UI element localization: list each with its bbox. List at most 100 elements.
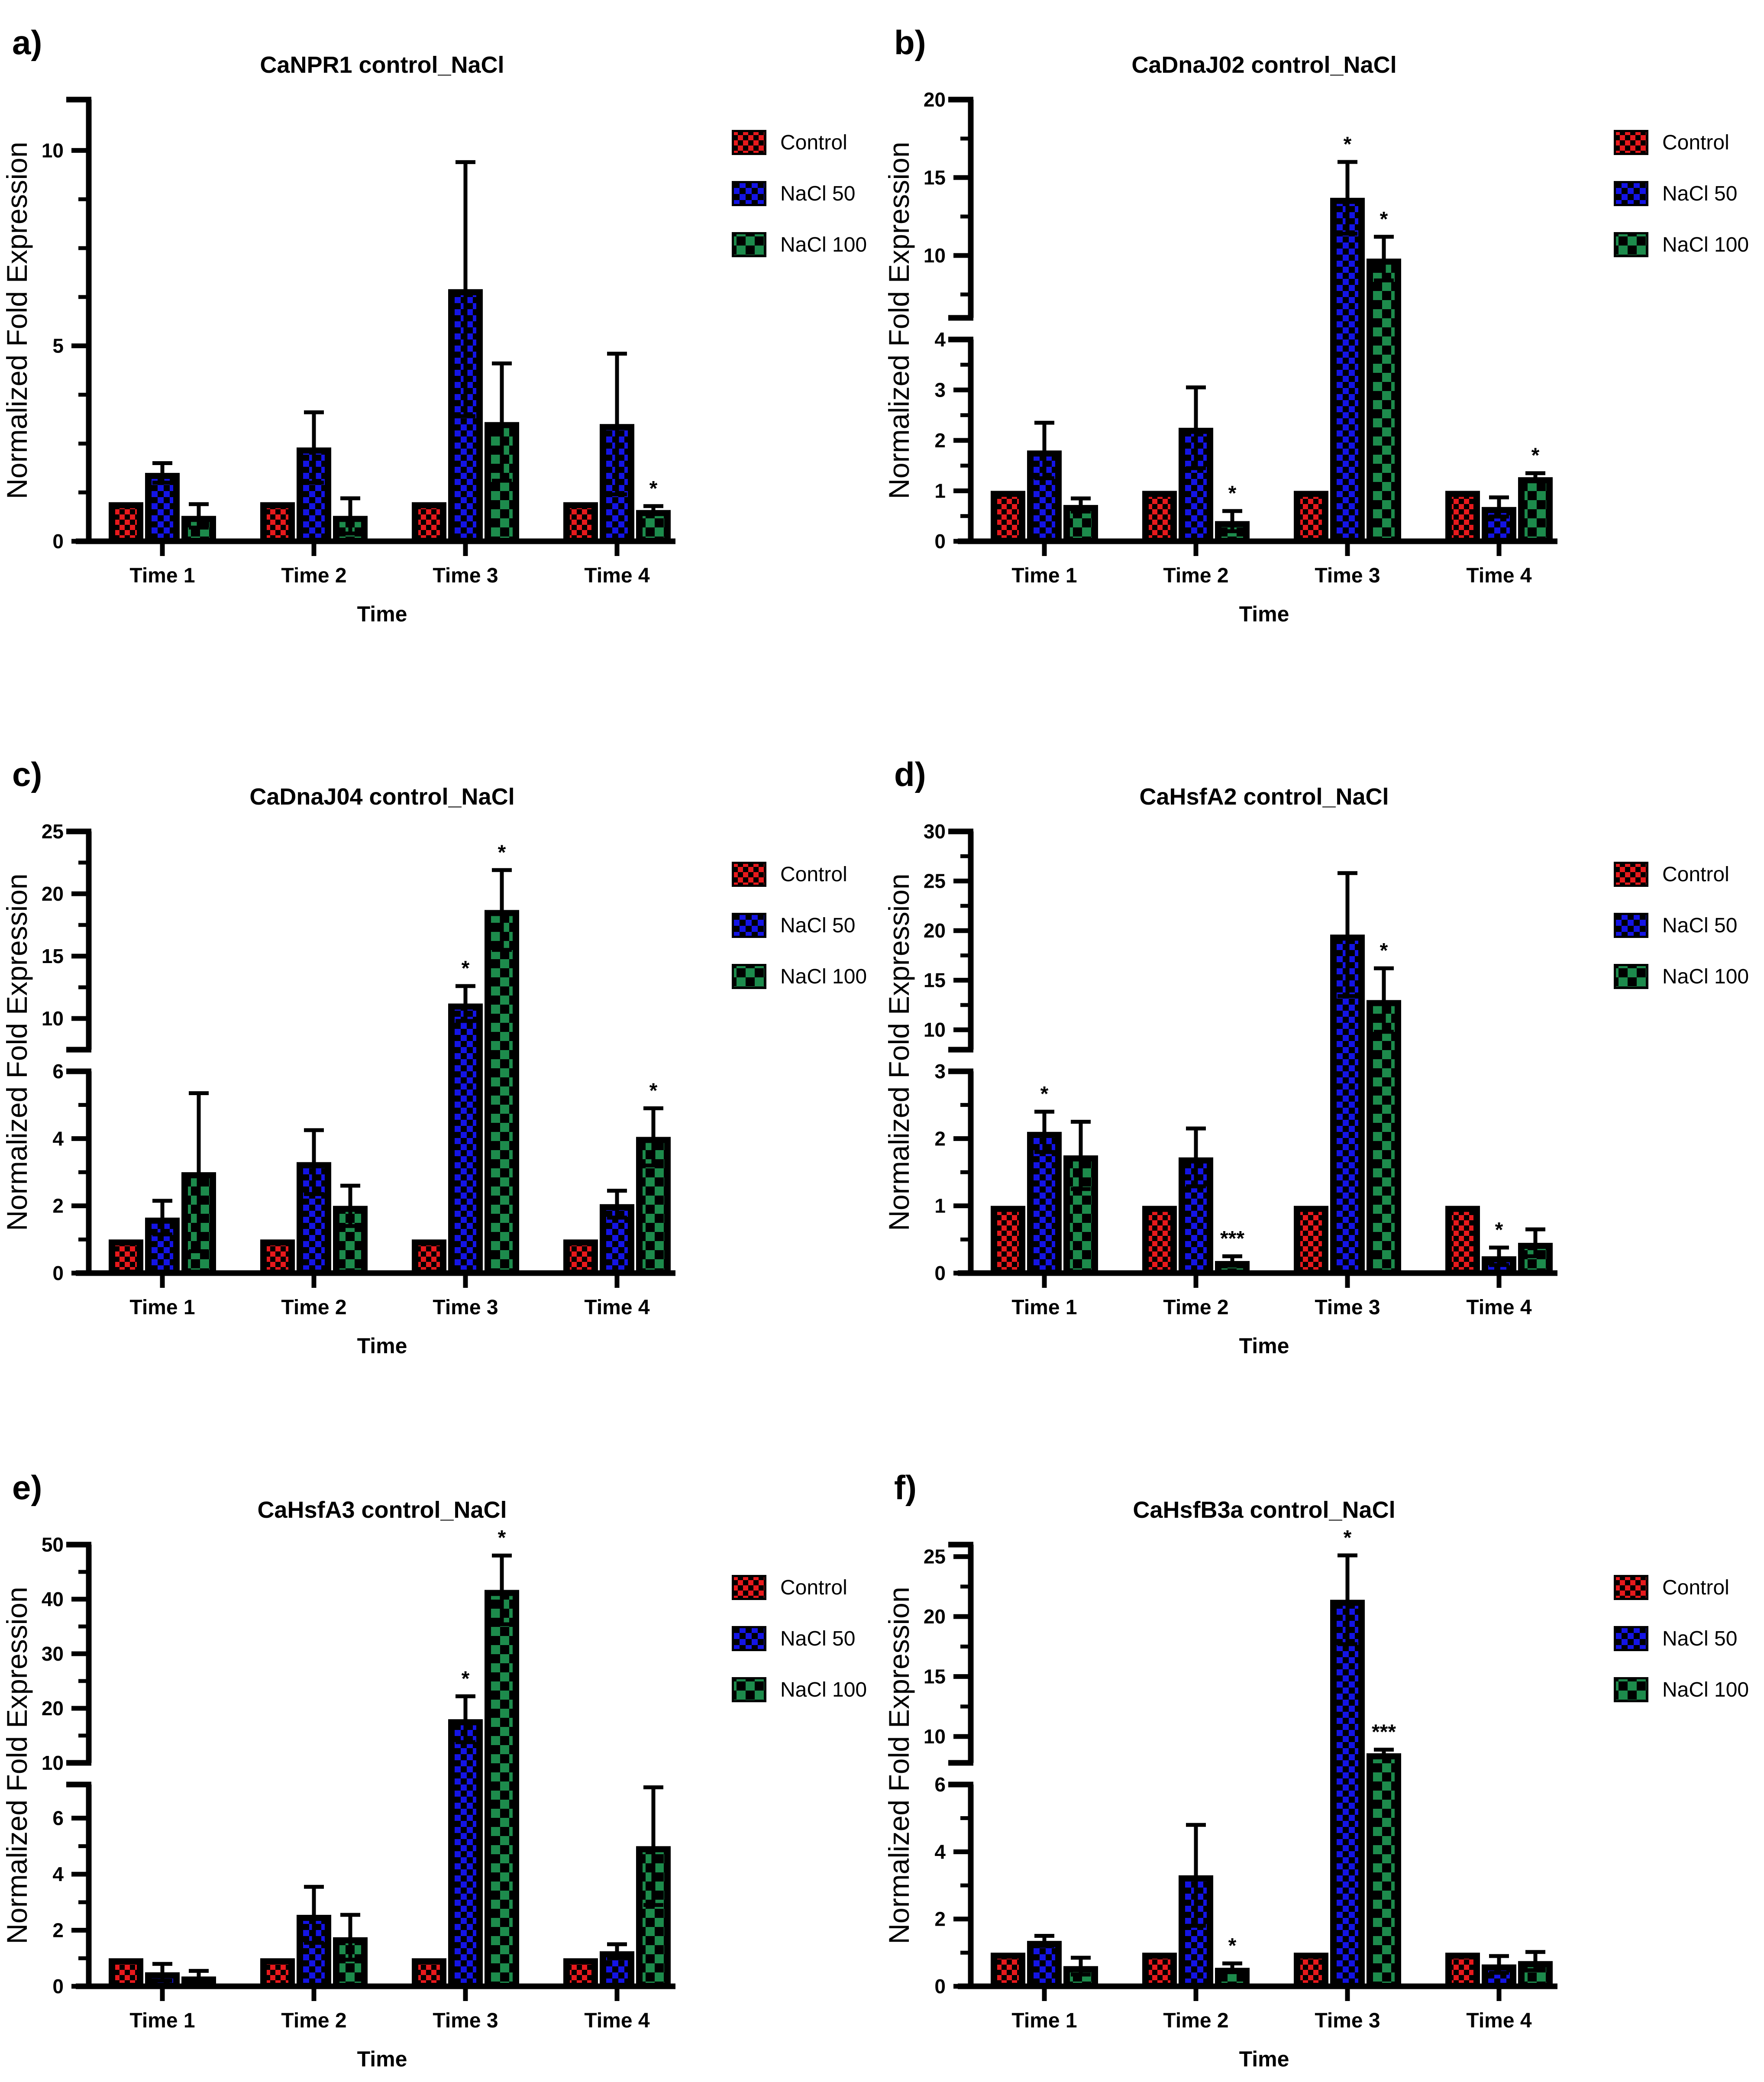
significance-marker: * (1040, 1083, 1049, 1106)
legend-swatch-fill (734, 1628, 764, 1649)
x-axis-title: Time (357, 2047, 407, 2071)
bar-fill (267, 1964, 288, 1983)
bar-fill (1337, 204, 1358, 538)
y-tick-label: 0 (934, 1975, 946, 1998)
bar-fill (1525, 483, 1546, 538)
bar-fill (1373, 1759, 1395, 1983)
chart-e: e) CaHsfA3 control_NaCl 0 2 4 6 10 20 30 40 50 Time… (0, 1397, 882, 2082)
x-tick-label: Time 1 (129, 564, 195, 587)
y-tick-label: 10 (42, 139, 64, 162)
legend-swatch-fill (734, 915, 764, 936)
legend-swatch-fill (1616, 966, 1646, 987)
legend-label: NaCl 50 (780, 1627, 855, 1650)
panel-letter: d) (894, 755, 926, 793)
legend-swatch-fill (1616, 864, 1646, 885)
legend-label: NaCl 50 (1662, 1627, 1737, 1650)
x-tick-label: Time 4 (1466, 564, 1532, 587)
panel-letter: a) (12, 23, 42, 61)
legend-label: Control (780, 1576, 847, 1599)
bar-fill (491, 916, 513, 1270)
bar-fill (1034, 1947, 1055, 1983)
y-tick-label: 0 (52, 530, 64, 553)
y-tick-label: 10 (42, 1752, 64, 1774)
bar-fill (997, 497, 1019, 538)
significance-marker: *** (1372, 1721, 1396, 1744)
y-tick-label: 15 (924, 969, 946, 992)
legend-label: Control (1662, 1576, 1729, 1599)
significance-marker: * (1344, 133, 1352, 156)
y-tick-label: 10 (924, 1725, 946, 1748)
panel-letter: f) (894, 1468, 917, 1507)
y-axis-title: Normalized Fold Expression (1, 873, 33, 1231)
y-tick-label: 20 (42, 1697, 64, 1720)
bar-fill (606, 1210, 628, 1270)
chart-content: e) CaHsfA3 control_NaCl 0 2 4 6 10 20 30 40 50 Time… (1, 1468, 867, 2071)
x-tick-label: Time 3 (433, 564, 498, 587)
y-tick-label: 0 (934, 1262, 946, 1284)
bar-fill (1452, 1959, 1473, 1983)
y-tick-label: 0 (934, 530, 946, 553)
panel-e: e) CaHsfA3 control_NaCl 0 2 4 6 10 20 30 40 50 Time… (0, 1397, 882, 2082)
x-tick-label: Time 1 (129, 1296, 195, 1319)
y-axis-title: Normalized Fold Expression (883, 1587, 915, 1944)
bar-fill (418, 1245, 440, 1270)
x-tick-label: Time 4 (584, 1296, 650, 1319)
significance-marker: * (649, 1079, 658, 1102)
x-tick-label: Time 4 (1466, 1296, 1532, 1319)
y-tick-label: 2 (934, 429, 946, 452)
bar-fill (1373, 265, 1395, 538)
y-tick-label: 2 (52, 1195, 64, 1217)
legend-label: Control (1662, 131, 1729, 154)
y-tick-label: 25 (924, 1545, 946, 1568)
y-tick-label: 0 (52, 1262, 64, 1284)
legend-label: Control (780, 863, 847, 886)
x-tick-label: Time 1 (1011, 1296, 1077, 1319)
significance-marker: * (1344, 1526, 1352, 1549)
bar-fill (1070, 511, 1092, 538)
legend-swatch-fill (1616, 1679, 1646, 1700)
x-tick-label: Time 3 (433, 2009, 498, 2032)
legend-label: NaCl 100 (1662, 965, 1749, 988)
bar-fill (418, 1964, 440, 1983)
chart-content: c) CaDnaJ04 control_NaCl 0 2 4 6 10 15 20 25 Time … (1, 755, 867, 1358)
y-tick-label: 6 (52, 1807, 64, 1830)
legend-swatch-fill (1616, 1628, 1646, 1649)
chart-a: a) CaNPR1 control_NaCl 0 5 10 Time 1 Time 2 Tim… (0, 0, 882, 693)
y-tick-label: 1 (934, 1195, 946, 1217)
panel-letter: e) (12, 1468, 42, 1507)
x-axis-title: Time (357, 1334, 407, 1358)
x-axis-title: Time (1239, 602, 1289, 626)
bar-fill (997, 1212, 1019, 1270)
y-tick-label: 20 (924, 88, 946, 111)
bar-fill (455, 1009, 476, 1270)
bar-fill (267, 1245, 288, 1270)
legend-label: NaCl 50 (1662, 182, 1737, 205)
y-axis-title: Normalized Fold Expression (1, 1587, 33, 1944)
legend-swatch-fill (1616, 1577, 1646, 1598)
legend-swatch-fill (1616, 183, 1646, 204)
panel-c: c) CaDnaJ04 control_NaCl 0 2 4 6 10 15 20 25 Time … (0, 693, 882, 1397)
y-tick-label: 5 (52, 335, 64, 357)
x-tick-label: Time 1 (129, 2009, 195, 2032)
y-tick-label: 50 (42, 1533, 64, 1556)
bar-fill (570, 1245, 591, 1270)
panel-d: d) CaHsfA2 control_NaCl 0 1 2 3 10 15 20 25 30 Time… (882, 693, 1764, 1397)
y-tick-label: 6 (52, 1060, 64, 1083)
bar-fill (1373, 1006, 1395, 1270)
x-tick-label: Time 2 (1163, 1296, 1228, 1319)
x-tick-label: Time 2 (281, 1296, 346, 1319)
y-tick-label: 25 (924, 870, 946, 892)
legend-swatch-fill (1616, 132, 1646, 153)
x-tick-label: Time 2 (281, 2009, 346, 2032)
bar-fill (115, 1964, 137, 1983)
x-axis-title: Time (357, 602, 407, 626)
y-tick-label: 10 (924, 244, 946, 267)
x-tick-label: Time 3 (433, 1296, 498, 1319)
y-axis-title: Normalized Fold Expression (1, 142, 33, 499)
legend-label: NaCl 50 (1662, 914, 1737, 937)
bar-fill (643, 516, 664, 538)
chart-d: d) CaHsfA2 control_NaCl 0 1 2 3 10 15 20 25 30 Time… (882, 693, 1764, 1397)
y-tick-label: 30 (42, 1642, 64, 1665)
chart-title: CaHsfA3 control_NaCl (257, 1497, 507, 1523)
